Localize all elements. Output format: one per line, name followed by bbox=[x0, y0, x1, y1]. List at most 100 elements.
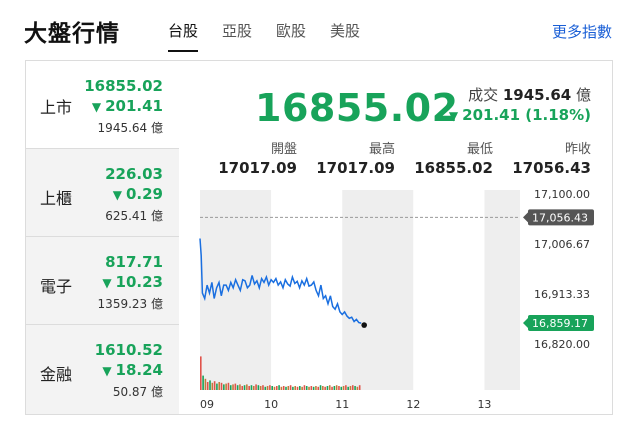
tab-us[interactable]: 美股 bbox=[330, 22, 361, 40]
volume-bar bbox=[246, 384, 248, 390]
volume-bar bbox=[204, 378, 207, 390]
volume-bar bbox=[269, 385, 271, 390]
volume-bar bbox=[243, 385, 246, 390]
last-price-label: 16,859.17 bbox=[532, 317, 588, 330]
volume-bar bbox=[338, 386, 340, 390]
volume-bar bbox=[354, 386, 356, 390]
stat-label: 開盤 bbox=[270, 142, 297, 157]
market-name: 上櫃 bbox=[40, 189, 73, 208]
last-price-tag-arrow bbox=[523, 318, 528, 329]
volume-bar bbox=[209, 380, 211, 390]
volume-bar bbox=[331, 386, 333, 390]
market-change-value: 10.23 bbox=[115, 273, 163, 291]
stat-open: 開盤 17017.09 bbox=[207, 138, 297, 177]
hour-band bbox=[413, 190, 485, 390]
stat-label: 最高 bbox=[368, 142, 395, 157]
prev-close-tag bbox=[528, 209, 594, 226]
turnover-value: 1945.64 bbox=[502, 86, 572, 104]
volume-bar bbox=[333, 386, 336, 390]
x-tick-label: 13 bbox=[477, 398, 491, 411]
volume-bar bbox=[308, 386, 310, 390]
market-name: 金融 bbox=[40, 365, 73, 384]
volume-bar bbox=[232, 384, 234, 390]
volume-bar bbox=[200, 356, 202, 390]
prev-close-tag-arrow bbox=[523, 212, 528, 223]
last-price-dot bbox=[361, 322, 367, 328]
tab-europe[interactable]: 歐股 bbox=[276, 22, 307, 40]
market-change: ▼ 10.23 bbox=[102, 273, 163, 291]
turnover-unit: 億 bbox=[575, 86, 591, 104]
hour-band bbox=[271, 190, 343, 390]
page-title: 大盤行情 bbox=[24, 21, 120, 47]
volume-bar bbox=[271, 386, 273, 390]
volume-bar bbox=[213, 381, 216, 390]
volume-bar bbox=[206, 382, 209, 390]
volume-bar bbox=[275, 386, 278, 390]
intraday-chart[interactable]: 17,100.00 17,006.67 16,913.33 16,820.00 17,0… bbox=[180, 180, 620, 416]
market-row-listed[interactable]: 上市 16855.02 ▼ 201.41 1945.64 億 bbox=[26, 61, 179, 149]
market-volume: 50.87 億 bbox=[112, 385, 163, 399]
volume-bar bbox=[227, 382, 230, 390]
tab-taiwan[interactable]: 台股 bbox=[168, 20, 199, 52]
market-tabs: 台股 亞股 歐股 美股 bbox=[168, 20, 384, 52]
index-change: ▼ 201.41 (1.18%) bbox=[449, 106, 591, 124]
down-triangle-icon: ▼ bbox=[448, 109, 459, 123]
volume-bar bbox=[310, 386, 313, 390]
volume-bar bbox=[264, 386, 267, 390]
down-triangle-icon: ▼ bbox=[112, 188, 122, 202]
volume-bar bbox=[315, 386, 317, 390]
market-row-electronics[interactable]: 電子 817.71 ▼ 10.23 1359.23 億 bbox=[26, 237, 179, 325]
market-volume: 1945.64 億 bbox=[97, 121, 163, 135]
volume-bar bbox=[280, 386, 283, 390]
volume-bar bbox=[252, 386, 255, 390]
more-indices-link[interactable]: 更多指數 bbox=[551, 23, 612, 41]
down-triangle-icon: ▼ bbox=[102, 276, 112, 290]
volume-bar bbox=[216, 383, 218, 390]
stat-value: 17017.09 bbox=[218, 159, 297, 177]
volume-bar bbox=[282, 386, 285, 390]
volume-bar bbox=[292, 386, 294, 390]
stat-label: 昨收 bbox=[564, 142, 591, 157]
volume-bar bbox=[322, 386, 324, 390]
index-price: 16855.02 bbox=[255, 86, 459, 130]
volume-bar bbox=[324, 386, 326, 390]
stat-label: 最低 bbox=[466, 142, 493, 157]
volume-bar bbox=[285, 386, 287, 390]
market-change: ▼ 0.29 bbox=[113, 185, 163, 203]
volume-bar bbox=[248, 386, 250, 390]
market-row-otc[interactable]: 上櫃 226.03 ▼ 0.29 625.41 億 bbox=[26, 149, 179, 237]
volume-bar bbox=[358, 385, 361, 390]
volume-bar bbox=[229, 385, 232, 390]
volume-bar bbox=[349, 386, 352, 390]
stat-value: 17056.43 bbox=[512, 159, 591, 177]
x-tick-label: 09 bbox=[200, 398, 214, 411]
index-change-value: 201.41 (1.18%) bbox=[462, 106, 591, 124]
volume-bar bbox=[266, 386, 269, 390]
x-tick-label: 12 bbox=[406, 398, 420, 411]
volume-bar bbox=[312, 386, 315, 390]
stat-value: 16855.02 bbox=[414, 159, 493, 177]
x-tick-label: 10 bbox=[264, 398, 278, 411]
market-row-finance[interactable]: 金融 1610.52 ▼ 18.24 50.87 億 bbox=[26, 325, 179, 414]
down-triangle-icon: ▼ bbox=[91, 100, 102, 114]
volume-bar bbox=[356, 386, 359, 390]
volume-bar bbox=[351, 385, 354, 390]
volume-bar bbox=[257, 385, 260, 390]
y-tick-label: 16,820.00 bbox=[534, 338, 590, 351]
volume-bar bbox=[301, 386, 303, 390]
hour-band bbox=[342, 190, 414, 390]
volume-bar bbox=[262, 385, 264, 390]
volume-bar bbox=[239, 384, 241, 390]
volume-bar bbox=[278, 385, 280, 390]
hour-band bbox=[484, 190, 520, 390]
x-tick-label: 11 bbox=[335, 398, 349, 411]
volume-bar bbox=[340, 386, 343, 390]
volume-bar bbox=[241, 386, 244, 390]
turnover-label: 成交 bbox=[468, 86, 499, 104]
market-change-value: 18.24 bbox=[115, 361, 163, 379]
volume-bar bbox=[296, 386, 299, 390]
tab-asia[interactable]: 亞股 bbox=[222, 22, 253, 40]
market-price: 1610.52 bbox=[94, 341, 163, 359]
volume-bar bbox=[299, 386, 301, 390]
volume-bar bbox=[294, 386, 297, 390]
